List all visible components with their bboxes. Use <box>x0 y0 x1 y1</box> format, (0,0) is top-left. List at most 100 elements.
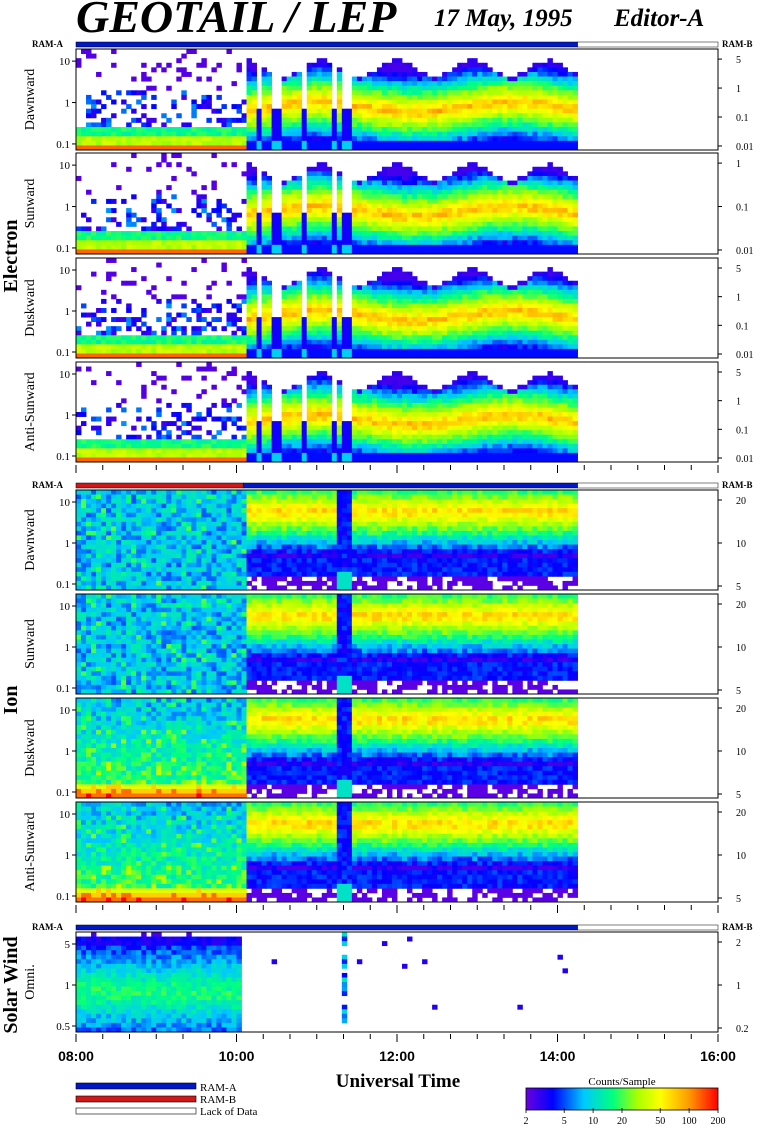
heatmap-cell <box>557 189 563 195</box>
heatmap-cell <box>557 285 563 291</box>
heatmap-cell <box>417 189 423 195</box>
heatmap-cell <box>402 76 408 82</box>
heatmap-cell <box>442 85 448 91</box>
heatmap-cell <box>512 194 518 200</box>
heatmap-cell <box>562 344 568 350</box>
heatmap-cell <box>111 162 117 168</box>
heatmap-cell <box>397 194 403 200</box>
heatmap-cell <box>76 136 82 142</box>
heatmap-cell <box>266 439 273 445</box>
heatmap-cell <box>326 298 333 304</box>
heatmap-cell <box>261 321 267 327</box>
heatmap-cell <box>391 267 398 273</box>
heatmap-cell <box>236 249 242 255</box>
heatmap-cell <box>326 71 333 77</box>
heatmap-cell <box>356 425 363 431</box>
heatmap-cell <box>412 67 418 73</box>
heatmap-cell <box>537 90 543 96</box>
heatmap-cell <box>507 94 513 100</box>
heatmap-cell <box>101 448 107 454</box>
heatmap-cell <box>141 335 147 341</box>
heatmap-cell <box>402 131 408 137</box>
heatmap-cell <box>537 344 543 350</box>
heatmap-cell <box>306 171 313 177</box>
heatmap-cell <box>326 185 333 191</box>
heatmap-cell <box>306 402 313 408</box>
heatmap-cell <box>266 285 273 291</box>
heatmap-cell <box>527 226 533 232</box>
heatmap-cell <box>211 235 217 241</box>
heatmap-cell <box>452 198 458 204</box>
heatmap-cell <box>356 344 363 350</box>
heatmap-cell <box>407 280 413 286</box>
heatmap-cell <box>356 457 363 463</box>
heatmap-cell <box>522 335 528 341</box>
heatmap-cell <box>346 443 353 449</box>
heatmap-cell <box>376 312 383 318</box>
heatmap-cell <box>126 136 132 142</box>
heatmap-cell <box>321 317 328 323</box>
heatmap-cell <box>211 244 217 250</box>
heatmap-cell <box>351 289 358 295</box>
heatmap-cell <box>467 321 473 327</box>
heatmap-cell <box>266 457 273 463</box>
heatmap-cell <box>106 439 112 445</box>
heatmap-cell <box>547 208 553 214</box>
heatmap-cell <box>296 127 303 133</box>
heatmap-cell <box>437 198 443 204</box>
heatmap-cell <box>381 235 388 241</box>
heatmap-cell <box>422 81 428 87</box>
heatmap-cell <box>457 194 463 200</box>
heatmap-cell <box>321 117 328 123</box>
heatmap-cell <box>366 90 373 96</box>
heatmap-cell <box>246 425 252 431</box>
heatmap-cell <box>321 122 328 128</box>
heatmap-cell <box>356 398 363 404</box>
heatmap-cell <box>402 136 408 142</box>
heatmap-cell <box>116 348 122 354</box>
heatmap-cell <box>497 240 503 246</box>
heatmap-cell <box>271 425 278 431</box>
heatmap-cell <box>422 145 428 151</box>
heatmap-cell <box>311 439 318 445</box>
heatmap-cell <box>457 131 463 137</box>
heatmap-cell <box>161 226 167 232</box>
heatmap-cell <box>151 226 157 232</box>
heatmap-cell <box>236 317 242 323</box>
heatmap-cell <box>507 303 513 309</box>
heatmap-cell <box>502 235 508 241</box>
heatmap-cell <box>286 235 293 241</box>
heatmap-cell <box>497 244 503 250</box>
heatmap-cell <box>316 285 323 291</box>
heatmap-cell <box>256 321 262 327</box>
heatmap-cell <box>391 81 398 87</box>
heatmap-cell <box>231 212 237 218</box>
heatmap-cell <box>226 240 232 246</box>
heatmap-cell <box>351 217 358 223</box>
heatmap-cell <box>251 145 257 151</box>
heatmap-cell <box>432 131 438 137</box>
heatmap-cell <box>201 203 207 209</box>
heatmap-cell <box>477 335 483 341</box>
heatmap-cell <box>106 348 112 354</box>
heatmap-cell <box>276 221 283 227</box>
heatmap-cell <box>246 122 252 128</box>
heatmap-cell <box>547 312 553 318</box>
heatmap-cell <box>341 353 348 359</box>
heatmap-cell <box>316 131 323 137</box>
heatmap-cell <box>356 117 363 123</box>
heatmap-cell <box>321 353 328 359</box>
heatmap-cell <box>386 330 393 336</box>
heatmap-cell <box>246 162 252 168</box>
heatmap-cell <box>231 217 237 223</box>
heatmap-cell <box>166 303 172 309</box>
heatmap-cell <box>326 439 333 445</box>
left-tick-label: 10 <box>59 265 71 277</box>
heatmap-cell <box>502 321 508 327</box>
heatmap-cell <box>346 131 353 137</box>
heatmap-cell <box>547 285 553 291</box>
heatmap-cell <box>296 439 303 445</box>
heatmap-cell <box>256 212 262 218</box>
heatmap-cell <box>422 90 428 96</box>
heatmap-cell <box>286 185 293 191</box>
